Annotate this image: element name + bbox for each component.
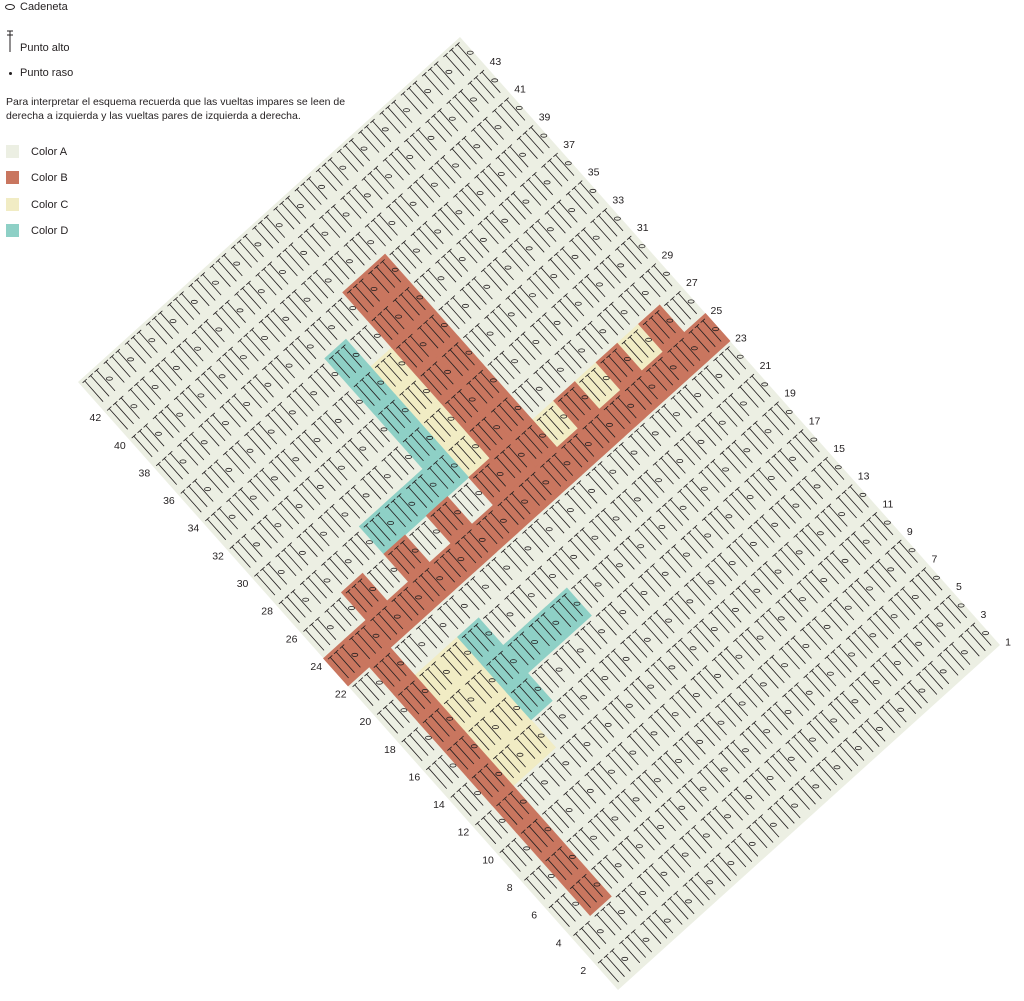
color-c-label: Color C: [31, 198, 69, 211]
row-label-29: 29: [662, 250, 674, 262]
color-a-key: Color A: [6, 145, 67, 158]
row-label-30: 30: [237, 578, 249, 590]
row-label-43: 43: [490, 56, 502, 68]
double-crochet-icon: [4, 30, 16, 52]
color-c-swatch: [6, 198, 19, 211]
chain-stitch-icon: [4, 4, 16, 10]
row-label-21: 21: [760, 360, 772, 372]
color-d-key: Color D: [6, 224, 68, 237]
row-label-26: 26: [286, 633, 298, 645]
row-label-8: 8: [507, 882, 513, 894]
row-label-32: 32: [212, 550, 224, 562]
legend-dc: Punto alto: [4, 28, 70, 54]
row-label-2: 2: [580, 965, 586, 977]
row-label-3: 3: [981, 609, 987, 621]
color-b-region: [323, 253, 731, 916]
row-label-11: 11: [882, 498, 893, 510]
row-label-6: 6: [531, 910, 537, 922]
row-label-25: 25: [711, 305, 723, 317]
row-label-12: 12: [458, 827, 470, 839]
stitch-symbols: [82, 42, 992, 983]
row-label-27: 27: [686, 277, 698, 289]
row-label-38: 38: [139, 467, 151, 479]
row-label-35: 35: [588, 167, 600, 179]
row-label-23: 23: [735, 333, 747, 345]
row-label-14: 14: [433, 799, 445, 811]
row-label-9: 9: [907, 526, 913, 538]
row-label-19: 19: [784, 388, 796, 400]
row-label-7: 7: [932, 554, 938, 566]
row-label-40: 40: [114, 440, 126, 452]
slip-stitch-icon: [4, 71, 16, 75]
color-d-swatch: [6, 224, 19, 237]
row-label-37: 37: [563, 139, 575, 151]
color-a-swatch: [6, 145, 19, 158]
row-label-24: 24: [310, 661, 322, 673]
legend-sc-label: Punto raso: [20, 67, 74, 79]
row-label-16: 16: [409, 771, 421, 783]
row-label-39: 39: [539, 111, 551, 123]
row-label-34: 34: [188, 523, 200, 535]
row-label-1: 1: [1005, 637, 1011, 649]
row-label-33: 33: [612, 194, 624, 206]
row-label-5: 5: [956, 581, 962, 593]
legend-sc: Punto raso: [4, 67, 73, 79]
row-label-17: 17: [809, 415, 821, 427]
color-b-swatch: [6, 171, 19, 184]
color-c-key: Color C: [6, 198, 68, 211]
legend-chain: Cadeneta: [4, 1, 68, 13]
row-labels: 1234567891011121314151617181920212223242…: [90, 56, 1012, 977]
row-label-22: 22: [335, 689, 347, 701]
color-b-label: Color B: [31, 171, 68, 184]
row-label-20: 20: [360, 716, 372, 728]
color-a-label: Color A: [31, 145, 68, 158]
color-d-region: [324, 338, 592, 721]
reading-note: Para interpretar el esquema recuerda que…: [6, 96, 346, 122]
row-label-13: 13: [858, 471, 870, 483]
row-label-4: 4: [556, 937, 562, 949]
color-b-key: Color B: [6, 171, 68, 184]
legend-chain-label: Cadeneta: [20, 1, 68, 13]
color-d-label: Color D: [31, 224, 69, 237]
legend-dc-label: Punto alto: [20, 42, 70, 54]
row-label-28: 28: [261, 606, 273, 618]
row-label-41: 41: [514, 84, 526, 96]
row-label-36: 36: [163, 495, 175, 507]
row-label-42: 42: [90, 412, 102, 424]
row-label-31: 31: [637, 222, 649, 234]
row-label-18: 18: [384, 744, 396, 756]
row-label-10: 10: [482, 854, 494, 866]
row-label-15: 15: [833, 443, 845, 455]
